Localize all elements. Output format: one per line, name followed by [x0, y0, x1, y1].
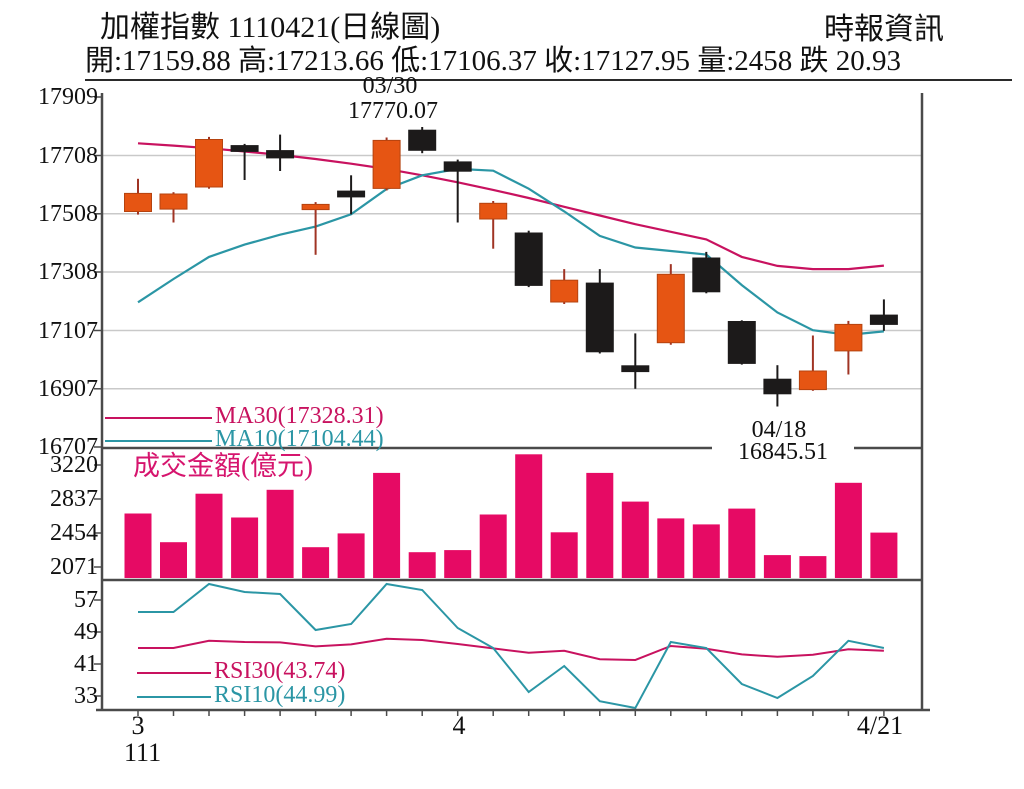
y-tick-label: 49 — [74, 619, 98, 645]
y-tick-label: 17508 — [38, 200, 98, 227]
rsi10-legend-label: RSI10(44.99) — [214, 682, 346, 708]
annotation-low-value: 16845.51 — [712, 439, 854, 466]
rsi10-legend-swatch — [137, 696, 211, 698]
y-tick-label: 17107 — [38, 317, 98, 344]
y-tick-label: 3220 — [50, 452, 98, 478]
ma30-legend-swatch — [105, 417, 212, 419]
y-tick-label: 17909 — [38, 84, 98, 110]
y-tick-label: 17708 — [38, 142, 98, 169]
y-tick-label: 41 — [74, 651, 98, 677]
y-tick-label: 2454 — [50, 520, 98, 546]
page-title: 加權指數 1110421(日線圖) — [100, 11, 441, 44]
x-label-last-date: 4/21 — [856, 711, 904, 740]
ma10-legend-swatch — [105, 440, 212, 442]
header-divider — [85, 79, 1012, 81]
y-tick-label: 16907 — [38, 375, 98, 402]
x-label-year-111: 111 — [124, 738, 162, 767]
annotation-low-date: 04/18 — [751, 417, 807, 443]
y-tick-label: 2071 — [50, 554, 98, 580]
y-tick-label: 33 — [74, 683, 98, 709]
annotation-high-value: 17770.07 — [348, 98, 438, 124]
x-label-month-4: 4 — [452, 711, 466, 740]
y-tick-label: 2837 — [50, 486, 98, 512]
volume-panel-title: 成交金額(億元) — [133, 451, 313, 481]
ma10-legend-label: MA10(17104.44) — [215, 426, 384, 452]
y-tick-label: 17308 — [38, 259, 98, 285]
y-tick-label: 57 — [74, 587, 98, 613]
annotation-high-date: 03/30 — [362, 73, 418, 99]
ohlc-summary: 開:17159.88 高:17213.66 低:17106.37 收:17127… — [85, 45, 902, 77]
y-tick-label: 16707 — [38, 434, 98, 460]
x-label-month-3: 3 — [131, 711, 145, 740]
rsi30-legend-label: RSI30(43.74) — [214, 658, 346, 684]
rsi30-legend-swatch — [137, 672, 211, 674]
source-label: 時報資訊 — [824, 13, 944, 46]
ma30-legend-label: MA30(17328.31) — [215, 403, 384, 429]
